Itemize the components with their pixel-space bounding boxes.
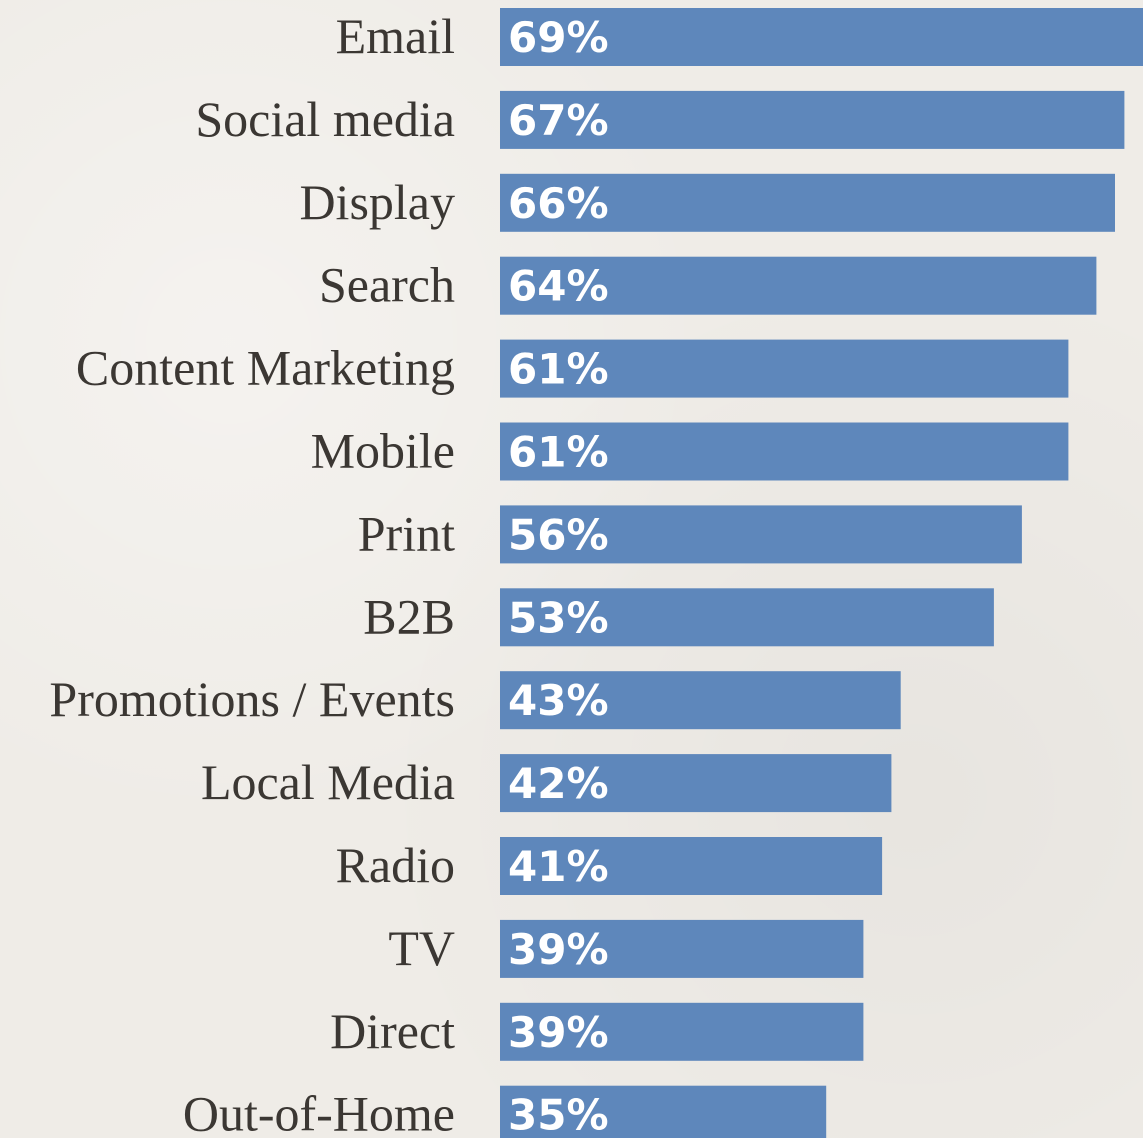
bar-9 [500,754,892,813]
value-label-0: 69% [508,13,609,62]
bar-12 [500,1002,864,1061]
value-label-10: 41% [508,842,609,891]
category-label-11: TV [388,920,455,976]
category-label-13: Out-of-Home [183,1086,455,1138]
bar-7 [500,588,994,647]
category-label-12: Direct [330,1003,455,1059]
bar-0 [500,8,1143,66]
value-label-2: 66% [508,179,609,228]
bar-5 [500,422,1069,481]
category-label-2: Display [299,174,455,230]
bars-group [500,8,1143,1138]
value-labels-group: 69% 67% 66% 64% 61% 61% 56% 53% 43% 42% 41% 39% 39% 3… [508,13,609,1138]
value-label-1: 67% [508,96,609,145]
category-label-7: B2B [363,588,455,644]
category-label-5: Mobile [311,423,455,479]
value-label-6: 56% [508,510,609,559]
bar-3 [500,256,1097,315]
bar-6 [500,505,1022,564]
category-labels-group: Email Social media Display Search Content Ma… [49,8,455,1138]
category-label-4: Content Marketing [76,340,455,396]
bar-10 [500,837,883,895]
category-label-9: Local Media [201,754,455,810]
category-label-10: Radio [336,837,455,893]
category-label-1: Social media [195,91,455,147]
value-label-13: 35% [508,1091,609,1138]
value-label-11: 39% [508,925,609,974]
category-label-6: Print [358,505,455,561]
value-label-4: 61% [508,345,609,394]
category-label-0: Email [336,8,455,64]
value-label-12: 39% [508,1008,609,1057]
bar-13 [500,1085,827,1138]
value-label-5: 61% [508,428,609,477]
bar-1 [500,90,1125,149]
bar-8 [500,671,901,730]
category-label-8: Promotions / Events [49,671,455,727]
category-label-3: Search [319,257,455,313]
value-label-3: 64% [508,262,609,311]
value-label-9: 42% [508,759,609,808]
bar-4 [500,339,1069,398]
value-label-7: 53% [508,593,609,642]
bar-2 [500,173,1115,232]
bar-11 [500,919,864,978]
value-label-8: 43% [508,676,609,725]
